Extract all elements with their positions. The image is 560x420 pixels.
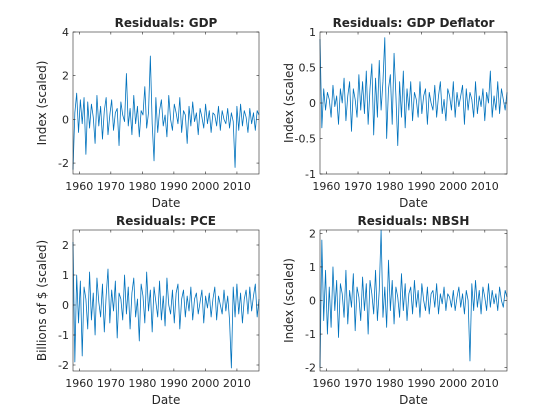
y-tick-label: 0 (309, 97, 316, 110)
plot-area: 1960 1970 1980 1990 2000 2010 -2 0 2 4 (58, 26, 260, 193)
series-line (319, 229, 508, 368)
series-line (319, 37, 508, 147)
x-axis-label: Date (152, 196, 181, 210)
plot-area: 1960 1970 1980 1990 2000 2010 -2 -1 0 1 2 (58, 229, 260, 390)
x-tick-label: 1990 (160, 377, 188, 390)
x-tick-label: 2010 (223, 180, 251, 193)
y-tick-label: -1 (58, 329, 69, 342)
axes-box (72, 229, 260, 372)
x-tick-label: 1980 (376, 377, 404, 390)
x-tick-label: 1980 (376, 180, 404, 193)
y-tick-label: 0.5 (299, 62, 317, 75)
y-tick-label: 2 (309, 227, 316, 240)
y-axis-label: Billions of $ (scaled) (35, 240, 49, 361)
subplot-title: Residuals: PCE (116, 214, 216, 228)
y-axis-label: Index (scaled (282, 63, 296, 143)
y-axis-label: Index (scaled) (35, 61, 49, 146)
axes-box (72, 31, 260, 175)
subplot-title: Residuals: GDP (115, 16, 218, 30)
x-tick-label: 1960 (312, 377, 340, 390)
x-axis-label: Date (399, 196, 428, 210)
x-tick-label: 2000 (439, 377, 467, 390)
y-tick-label: -2 (58, 157, 69, 170)
y-tick-label: -0.5 (295, 133, 316, 146)
y-tick-label: 0 (309, 295, 316, 308)
x-tick-label: 1970 (344, 180, 372, 193)
y-tick-label: 2 (62, 70, 69, 83)
y-tick-label: -2 (58, 359, 69, 372)
x-tick-label: 2010 (471, 377, 499, 390)
y-axis-label: Index (scaled) (282, 258, 296, 343)
x-tick-label: 1970 (344, 377, 372, 390)
y-tick-label: -2 (305, 362, 316, 375)
y-tick-label: 2 (62, 239, 69, 252)
subplot-title: Residuals: GDP Deflator (333, 16, 495, 30)
subplot-pce: Residuals: PCE Date Billions of $ (scale… (35, 214, 260, 407)
x-tick-label: 1960 (65, 180, 93, 193)
x-tick-label: 1980 (128, 180, 156, 193)
y-tick-label: 1 (62, 269, 69, 282)
subplot-gdp-deflator: Residuals: GDP Deflator Date Index (scal… (282, 16, 508, 210)
x-tick-label: 1970 (97, 377, 125, 390)
x-tick-label: 1990 (407, 377, 435, 390)
x-tick-label: 1960 (65, 377, 93, 390)
y-tick-label: -1 (305, 168, 316, 181)
y-tick-label: -1 (305, 328, 316, 341)
y-tick-label: 0 (62, 299, 69, 312)
x-tick-label: 2000 (439, 180, 467, 193)
y-tick-label: 1 (309, 26, 316, 39)
subplot-nbsh: Residuals: NBSH Date Index (scaled) 1960… (282, 214, 508, 407)
x-tick-label: 1980 (128, 377, 156, 390)
x-axis-label: Date (399, 393, 428, 407)
x-tick-label: 2000 (191, 180, 219, 193)
x-tick-label: 2010 (471, 180, 499, 193)
plot-area: 1960 1970 1980 1990 2000 2010 -2 -1 0 1 2 (305, 227, 508, 390)
x-tick-label: 1960 (312, 180, 340, 193)
plot-area: 1960 1970 1980 1990 2000 2010 -1 -0.5 0 0.5 1 (295, 26, 508, 193)
x-tick-label: 2010 (223, 377, 251, 390)
y-tick-label: 1 (309, 261, 316, 274)
x-axis-label: Date (152, 393, 181, 407)
series-line (72, 241, 260, 369)
subplot-title: Residuals: NBSH (358, 214, 470, 228)
y-tick-label: 0 (62, 113, 69, 126)
y-tick-label: 4 (62, 26, 69, 39)
series-line (72, 55, 260, 170)
x-tick-label: 1990 (160, 180, 188, 193)
x-tick-label: 1990 (407, 180, 435, 193)
x-tick-label: 1970 (97, 180, 125, 193)
subplot-gdp: Residuals: GDP Date Index (scaled) 1960 1… (35, 16, 260, 210)
x-tick-label: 2000 (191, 377, 219, 390)
